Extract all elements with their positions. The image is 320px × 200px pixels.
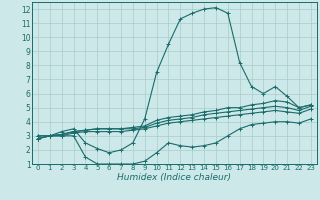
- X-axis label: Humidex (Indice chaleur): Humidex (Indice chaleur): [117, 173, 231, 182]
